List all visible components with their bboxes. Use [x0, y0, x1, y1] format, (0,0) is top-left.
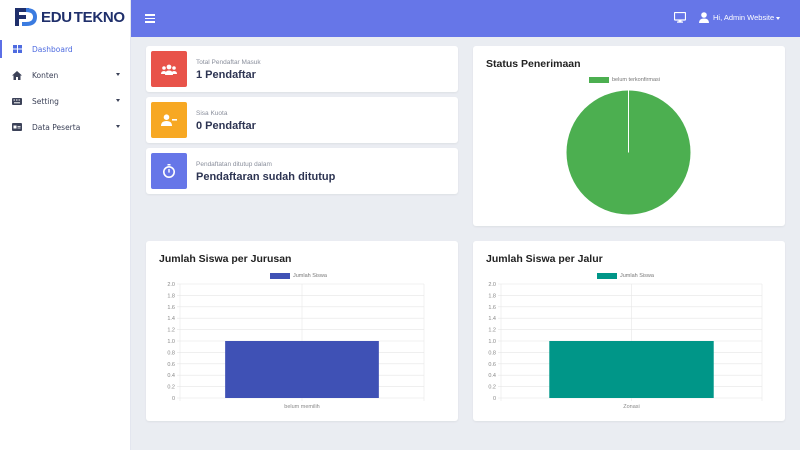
sidebar-item-label: Data Peserta	[32, 122, 81, 132]
y-tick-label: 1.4	[167, 316, 175, 322]
chart-legend[interactable]: Jumlah Siswa	[270, 273, 327, 279]
stat-value: 0 Pendaftar	[196, 120, 256, 132]
chevron-down-icon[interactable]	[776, 17, 780, 20]
chart-title: Jumlah Siswa per Jurusan	[159, 253, 292, 265]
topbar: Hi, Admin Website	[131, 0, 800, 37]
y-tick-label: 0.2	[488, 385, 496, 391]
stopwatch-icon	[151, 153, 187, 189]
monitor-icon[interactable]	[674, 12, 686, 23]
brand-name: EDU TEKNO	[41, 9, 125, 26]
y-tick-label: 1.6	[488, 305, 496, 311]
y-tick-label: 0	[172, 396, 175, 402]
y-tick-label: 1.0	[167, 339, 175, 345]
legend-swatch	[597, 273, 617, 279]
y-tick-label: 0.4	[488, 373, 496, 379]
chart-title: Status Penerimaan	[486, 58, 581, 70]
sidebar-item-label: Konten	[32, 70, 59, 80]
legend-swatch	[589, 77, 609, 83]
brand-suffix: TEKNO	[73, 8, 125, 26]
chart-legend[interactable]: Jumlah Siswa	[597, 273, 654, 279]
sidebar-item-label: Dashboard	[32, 44, 73, 54]
y-tick-label: 1.8	[488, 293, 496, 299]
users-icon	[151, 51, 187, 87]
sidebar-item-dashboard[interactable]: Dashboard	[0, 36, 130, 62]
y-tick-label: 1.6	[167, 305, 175, 311]
y-tick-label: 1.2	[488, 328, 496, 334]
logo-icon	[15, 8, 37, 26]
sidebar-item-setting[interactable]: Setting	[0, 88, 130, 114]
stat-label: Pendaftatan ditutup dalam	[196, 161, 272, 168]
jalur-chart-card: Jumlah Siswa per Jalur Jumlah Siswa 2.0 1…	[473, 241, 785, 421]
stat-value: 1 Pendaftar	[196, 69, 256, 81]
chevron-down-icon	[116, 73, 120, 76]
stat-label: Total Pendaftar Masuk	[196, 59, 261, 66]
legend-label: Jumlah Siswa	[293, 273, 327, 279]
chevron-down-icon	[116, 125, 120, 128]
x-tick-label: Zonasi	[623, 404, 640, 410]
sidebar-item-label: Setting	[32, 96, 59, 106]
jurusan-chart-card: Jumlah Siswa per Jurusan Jumlah Siswa 2.…	[146, 241, 458, 421]
sidebar-item-konten[interactable]: Konten	[0, 62, 130, 88]
bar[interactable]	[549, 341, 714, 398]
chart-title: Jumlah Siswa per Jalur	[486, 253, 603, 265]
id-card-icon	[12, 122, 22, 132]
sidebar-nav: Dashboard Konten Setting Data Peserta	[0, 36, 130, 140]
pie-slice[interactable]	[566, 90, 691, 215]
user-minus-icon	[151, 102, 187, 138]
stat-card-total-pendaftar: Total Pendaftar Masuk 1 Pendaftar	[146, 46, 458, 92]
chevron-down-icon	[116, 99, 120, 102]
y-tick-label: 2.0	[488, 282, 496, 288]
dashboard-icon	[12, 44, 22, 54]
stat-card-pendaftaran-ditutup: Pendaftatan ditutup dalam Pendaftaran su…	[146, 148, 458, 194]
hamburger-icon[interactable]	[145, 14, 155, 23]
y-tick-label: 0.8	[488, 350, 496, 356]
y-tick-label: 1.8	[167, 293, 175, 299]
brand-logo[interactable]: EDU TEKNO	[0, 0, 130, 34]
chart-legend[interactable]: belum terkonfirmasi	[589, 77, 660, 83]
y-tick-label: 0.6	[488, 362, 496, 368]
y-tick-label: 0.2	[167, 385, 175, 391]
stat-value: Pendaftaran sudah ditutup	[196, 171, 336, 183]
x-tick-label: belum memilih	[284, 404, 319, 410]
sidebar: EDU TEKNO Dashboard Konten Setting	[0, 0, 131, 450]
bar[interactable]	[225, 341, 379, 398]
jurusan-bar-chart: 2.0 1.8 1.6 1.4 1.2 1.0 0.8 0.6 0.4 0.2 0 belum mem…	[167, 282, 425, 410]
brand-prefix: EDU	[41, 8, 72, 26]
jalur-bar-chart: 2.0 1.8 1.6 1.4 1.2 1.0 0.8 0.6 0.4 0.2 0 Zonasi	[488, 282, 763, 410]
legend-label: Jumlah Siswa	[620, 273, 654, 279]
home-icon	[12, 70, 22, 80]
y-tick-label: 0.6	[167, 362, 175, 368]
y-tick-label: 0.8	[167, 350, 175, 356]
user-icon[interactable]	[699, 12, 709, 23]
status-penerimaan-card: Status Penerimaan belum terkonfirmasi	[473, 46, 785, 226]
y-tick-label: 2.0	[167, 282, 175, 288]
user-menu-label[interactable]: Hi, Admin Website	[713, 13, 775, 22]
stat-card-sisa-kuota: Sisa Kuota 0 Pendaftar	[146, 97, 458, 143]
y-tick-label: 1.2	[167, 328, 175, 334]
y-tick-label: 0	[493, 396, 496, 402]
stat-label: Sisa Kuota	[196, 110, 228, 117]
status-pie-chart	[566, 90, 691, 215]
y-tick-label: 0.4	[167, 373, 175, 379]
y-tick-label: 1.0	[488, 339, 496, 345]
y-tick-label: 1.4	[488, 316, 496, 322]
legend-swatch	[270, 273, 290, 279]
legend-label: belum terkonfirmasi	[612, 77, 660, 83]
sidebar-item-data-peserta[interactable]: Data Peserta	[0, 114, 130, 140]
keyboard-icon	[12, 96, 22, 106]
